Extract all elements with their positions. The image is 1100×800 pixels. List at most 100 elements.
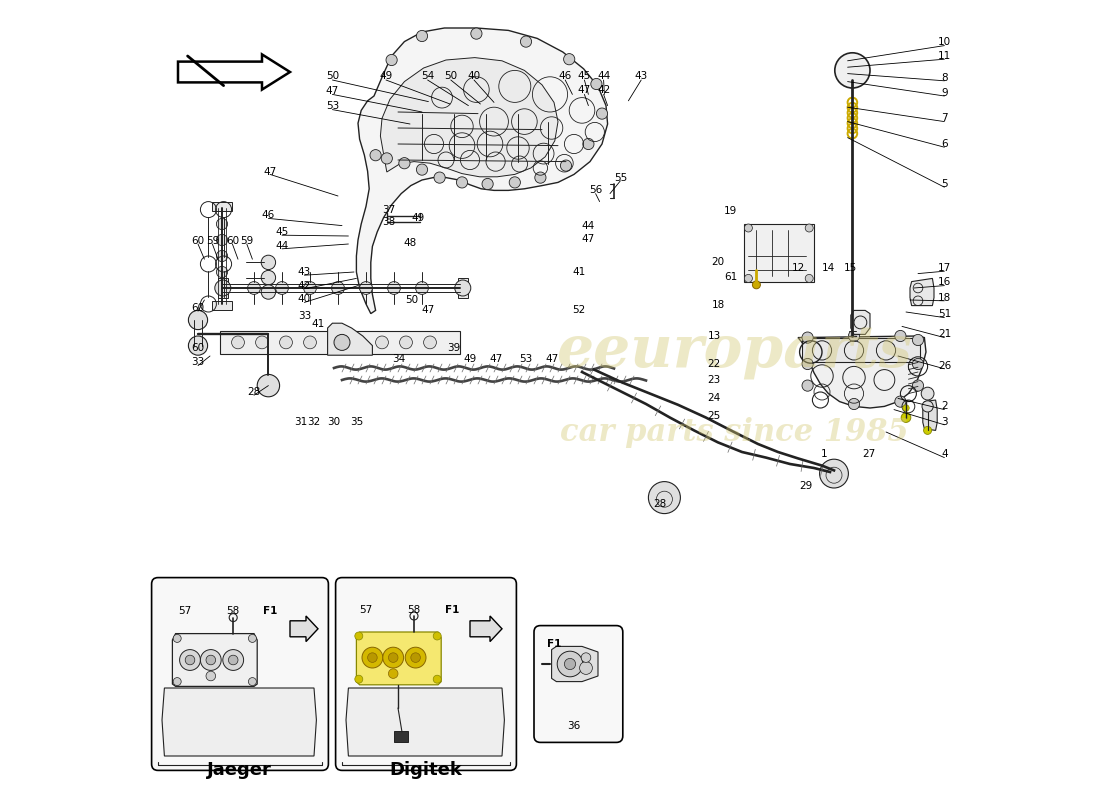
Text: 21: 21: [938, 330, 952, 339]
Circle shape: [217, 250, 228, 262]
Text: 20: 20: [712, 257, 725, 266]
Circle shape: [257, 374, 279, 397]
Text: 8: 8: [942, 73, 948, 82]
Text: 60: 60: [191, 303, 205, 313]
Text: 43: 43: [298, 267, 311, 277]
Polygon shape: [328, 323, 373, 355]
Circle shape: [223, 650, 243, 670]
Text: 54: 54: [421, 71, 434, 81]
Circle shape: [382, 153, 393, 164]
Polygon shape: [850, 310, 870, 334]
Circle shape: [173, 634, 182, 642]
Circle shape: [520, 36, 531, 47]
Text: 13: 13: [707, 331, 721, 341]
Text: 18: 18: [938, 293, 952, 302]
Text: 58: 58: [407, 606, 420, 615]
FancyBboxPatch shape: [152, 578, 329, 770]
Circle shape: [752, 281, 760, 289]
Circle shape: [560, 160, 572, 171]
Text: 59: 59: [240, 236, 253, 246]
Circle shape: [206, 671, 216, 681]
Text: 44: 44: [582, 221, 595, 230]
Circle shape: [564, 658, 575, 670]
Text: 49: 49: [463, 354, 476, 364]
Text: 18: 18: [712, 300, 725, 310]
Circle shape: [745, 274, 752, 282]
Text: 41: 41: [311, 319, 324, 329]
Text: 59: 59: [206, 236, 219, 246]
Circle shape: [509, 177, 520, 188]
Circle shape: [416, 282, 428, 294]
Circle shape: [596, 108, 607, 119]
Text: 16: 16: [938, 278, 952, 287]
Circle shape: [580, 662, 593, 674]
Circle shape: [352, 336, 364, 349]
Circle shape: [331, 282, 344, 294]
Text: 42: 42: [597, 86, 611, 95]
Text: 42: 42: [298, 281, 311, 290]
Circle shape: [805, 274, 813, 282]
Circle shape: [360, 282, 373, 294]
Circle shape: [249, 634, 256, 642]
Circle shape: [304, 336, 317, 349]
Circle shape: [261, 285, 276, 299]
Circle shape: [894, 330, 906, 342]
Text: 39: 39: [448, 343, 461, 353]
FancyBboxPatch shape: [534, 626, 623, 742]
Circle shape: [745, 224, 752, 232]
Circle shape: [433, 675, 441, 683]
Polygon shape: [162, 688, 317, 756]
Circle shape: [583, 138, 594, 150]
Circle shape: [456, 177, 468, 188]
Polygon shape: [290, 616, 318, 642]
Circle shape: [482, 178, 493, 190]
Text: 57: 57: [178, 606, 191, 616]
Circle shape: [173, 678, 182, 686]
Text: 51: 51: [938, 310, 952, 319]
Circle shape: [591, 78, 602, 90]
Circle shape: [388, 669, 398, 678]
Circle shape: [563, 54, 575, 65]
Text: 9: 9: [942, 88, 948, 98]
Text: 52: 52: [572, 305, 585, 314]
Text: F1: F1: [547, 639, 561, 649]
Text: 61: 61: [724, 272, 737, 282]
Text: 53: 53: [326, 102, 339, 111]
Circle shape: [279, 336, 293, 349]
Text: 60: 60: [226, 236, 239, 246]
Polygon shape: [173, 634, 257, 686]
Text: 2: 2: [942, 402, 948, 411]
Text: 27: 27: [861, 450, 875, 459]
Text: 14: 14: [822, 263, 835, 273]
Circle shape: [805, 224, 813, 232]
Circle shape: [922, 401, 933, 412]
Bar: [218, 278, 228, 298]
Bar: [212, 301, 232, 310]
Circle shape: [417, 30, 428, 42]
Text: 47: 47: [421, 305, 434, 314]
Text: 19: 19: [724, 206, 737, 216]
Circle shape: [848, 398, 859, 410]
Text: 50: 50: [444, 71, 458, 81]
Text: Digitek: Digitek: [389, 761, 462, 778]
Text: 29: 29: [800, 482, 813, 491]
Text: 38: 38: [382, 218, 395, 227]
Bar: [458, 278, 468, 298]
Circle shape: [217, 266, 228, 278]
Text: 24: 24: [707, 393, 721, 402]
Text: 10: 10: [938, 38, 952, 47]
Circle shape: [912, 334, 924, 346]
Circle shape: [261, 270, 276, 285]
Circle shape: [255, 336, 268, 349]
Text: 26: 26: [938, 361, 952, 370]
Bar: [802, 338, 921, 362]
Text: 47: 47: [544, 354, 558, 364]
Circle shape: [417, 164, 428, 175]
Text: 5: 5: [942, 179, 948, 189]
Circle shape: [188, 336, 208, 355]
Circle shape: [383, 647, 404, 668]
Text: eeuroparts: eeuroparts: [557, 324, 912, 380]
Circle shape: [581, 653, 591, 662]
Circle shape: [648, 482, 681, 514]
Circle shape: [820, 459, 848, 488]
